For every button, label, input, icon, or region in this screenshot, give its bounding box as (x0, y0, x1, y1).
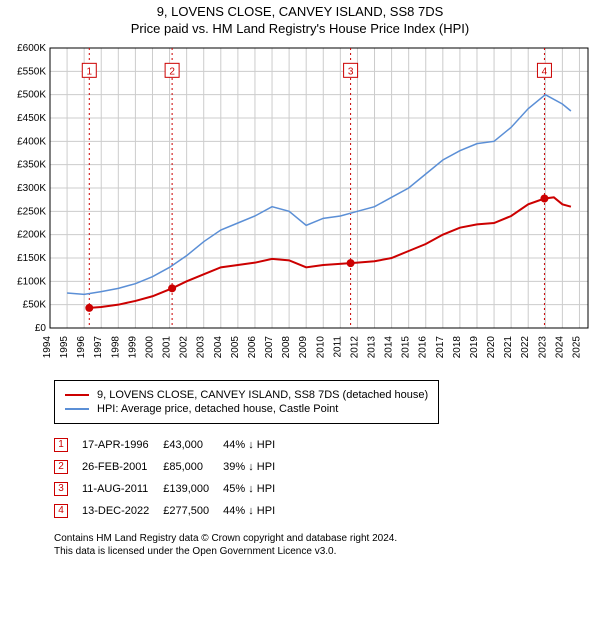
svg-text:2: 2 (169, 66, 175, 77)
svg-text:2011: 2011 (332, 335, 343, 357)
svg-text:2010: 2010 (315, 335, 326, 358)
legend-item-price-paid: 9, LOVENS CLOSE, CANVEY ISLAND, SS8 7DS … (65, 389, 428, 401)
svg-text:2017: 2017 (435, 335, 446, 358)
svg-text:2003: 2003 (196, 335, 207, 358)
svg-text:£300K: £300K (17, 183, 46, 194)
price-chart: £0 £50K £100K £150K £200K £250K £300K £350K £400… (4, 42, 594, 372)
event-price: £277,500 (163, 500, 223, 522)
svg-text:4: 4 (542, 66, 548, 77)
svg-text:2020: 2020 (486, 335, 497, 358)
legend-label-hpi: HPI: Average price, detached house, Cast… (97, 403, 338, 415)
event-marker-icon: 2 (54, 460, 68, 474)
svg-text:£0: £0 (35, 323, 47, 334)
svg-text:2012: 2012 (349, 335, 360, 358)
svg-text:£50K: £50K (23, 299, 47, 310)
svg-text:2024: 2024 (554, 335, 565, 358)
svg-text:2008: 2008 (281, 335, 292, 358)
events-table: 117-APR-1996£43,00044% ↓ HPI226-FEB-2001… (54, 434, 596, 522)
event-marker-icon: 3 (54, 482, 68, 496)
svg-text:£350K: £350K (17, 159, 46, 170)
svg-text:£200K: £200K (17, 229, 46, 240)
event-row: 2 26-FEB-2001£85,00039% ↓ HPI (54, 456, 289, 478)
svg-text:1998: 1998 (110, 335, 121, 358)
event-diff: 45% ↓ HPI (223, 478, 289, 500)
event-price: £85,000 (163, 456, 223, 478)
svg-text:3: 3 (348, 66, 354, 77)
svg-text:1999: 1999 (127, 335, 138, 358)
svg-text:£250K: £250K (17, 206, 46, 217)
legend-label-price-paid: 9, LOVENS CLOSE, CANVEY ISLAND, SS8 7DS … (97, 389, 428, 401)
svg-text:2004: 2004 (213, 335, 224, 358)
svg-text:2006: 2006 (247, 335, 258, 358)
event-date: 13-DEC-2022 (82, 500, 163, 522)
event-row: 1 17-APR-1996£43,00044% ↓ HPI (54, 434, 289, 456)
svg-text:2025: 2025 (571, 335, 582, 358)
event-marker-icon: 4 (54, 504, 68, 518)
svg-text:£100K: £100K (17, 276, 46, 287)
svg-text:1997: 1997 (93, 335, 104, 358)
event-marker-icon: 1 (54, 438, 68, 452)
svg-text:2022: 2022 (520, 335, 531, 358)
svg-text:2001: 2001 (162, 335, 173, 358)
event-price: £43,000 (163, 434, 223, 456)
svg-text:2016: 2016 (418, 335, 429, 358)
event-date: 11-AUG-2011 (82, 478, 163, 500)
svg-text:2018: 2018 (452, 335, 463, 358)
legend-item-hpi: HPI: Average price, detached house, Cast… (65, 403, 428, 415)
footer-line2: This data is licensed under the Open Gov… (54, 546, 336, 557)
svg-text:2021: 2021 (503, 335, 514, 358)
event-date: 26-FEB-2001 (82, 456, 163, 478)
svg-text:£500K: £500K (17, 89, 46, 100)
svg-text:1996: 1996 (76, 335, 87, 358)
title-line2: Price paid vs. HM Land Registry's House … (131, 21, 469, 36)
svg-text:£600K: £600K (17, 43, 46, 54)
data-attribution: Contains HM Land Registry data © Crown c… (54, 532, 596, 564)
event-row: 3 11-AUG-2011£139,00045% ↓ HPI (54, 478, 289, 500)
svg-text:2019: 2019 (469, 335, 480, 358)
event-date: 17-APR-1996 (82, 434, 163, 456)
event-price: £139,000 (163, 478, 223, 500)
event-row: 4 13-DEC-2022£277,50044% ↓ HPI (54, 500, 289, 522)
legend-swatch-price-paid (65, 394, 89, 396)
svg-text:1995: 1995 (59, 335, 70, 358)
svg-text:2013: 2013 (367, 335, 378, 358)
footer-line1: Contains HM Land Registry data © Crown c… (54, 533, 397, 544)
svg-text:2014: 2014 (384, 335, 395, 358)
svg-text:2015: 2015 (401, 335, 412, 358)
svg-text:2009: 2009 (298, 335, 309, 358)
svg-text:1: 1 (87, 66, 93, 77)
event-diff: 39% ↓ HPI (223, 456, 289, 478)
event-diff: 44% ↓ HPI (223, 434, 289, 456)
svg-text:2000: 2000 (144, 335, 155, 358)
svg-text:£150K: £150K (17, 253, 46, 264)
svg-text:2005: 2005 (230, 335, 241, 358)
chart-title: 9, LOVENS CLOSE, CANVEY ISLAND, SS8 7DS … (4, 4, 596, 38)
svg-text:1994: 1994 (42, 335, 53, 358)
svg-text:£450K: £450K (17, 113, 46, 124)
svg-text:2023: 2023 (537, 335, 548, 358)
title-line1: 9, LOVENS CLOSE, CANVEY ISLAND, SS8 7DS (157, 4, 444, 19)
legend-swatch-hpi (65, 408, 89, 410)
svg-text:2002: 2002 (179, 335, 190, 358)
event-diff: 44% ↓ HPI (223, 500, 289, 522)
svg-text:2007: 2007 (264, 335, 275, 358)
svg-text:£550K: £550K (17, 66, 46, 77)
chart-legend: 9, LOVENS CLOSE, CANVEY ISLAND, SS8 7DS … (54, 380, 439, 424)
svg-text:£400K: £400K (17, 136, 46, 147)
